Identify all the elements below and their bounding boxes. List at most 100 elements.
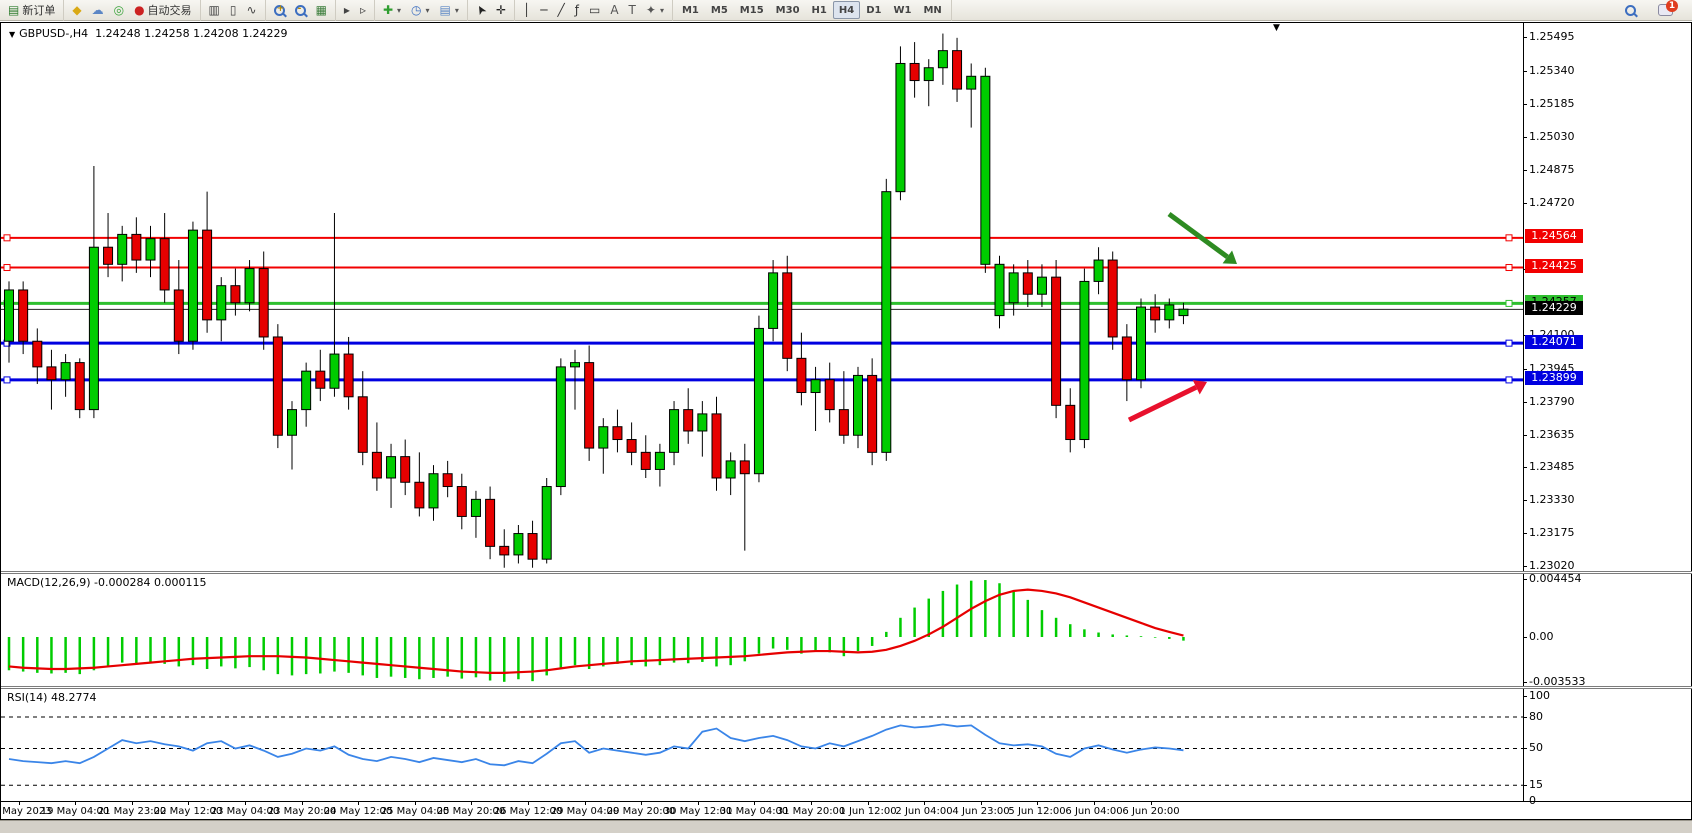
candle [612,409,623,453]
line-handle[interactable] [3,234,11,242]
zoom-out-button-icon: - [294,4,306,16]
timeframe-m5[interactable]: M5 [710,4,728,16]
time-tick-label: 22 May 12:00 [153,806,223,817]
periods-button[interactable]: ◷ ▾ [406,1,435,19]
time-tick-label: 31 May 20:00 [776,806,846,817]
sound-button[interactable]: ◎ [109,1,129,19]
time-tick-label: 24 May 12:00 [323,806,393,817]
candle [937,33,948,85]
fibonacci-button[interactable]: ƒ [570,1,584,19]
window-menu-icon[interactable]: ▼ [1273,23,1280,33]
sell-arrow[interactable] [1167,211,1237,264]
candle [258,251,269,350]
price-axis[interactable] [1523,23,1524,801]
label-button[interactable]: T [624,1,641,19]
auto-scroll-button[interactable]: ▸ [339,1,355,19]
chevron-down-icon[interactable]: ▾ [454,5,459,15]
candle [159,213,170,303]
time-tick-label: 4 Jun 23:00 [952,806,1010,817]
new-order-button-icon: ▤ [8,3,20,17]
candle [513,525,524,564]
indicators-button-icon: ✚ [382,3,394,17]
buy-arrow[interactable] [1127,380,1207,423]
macd-pane-splitter[interactable] [1,571,1692,574]
candle [966,63,977,128]
timeframe-m30[interactable]: M30 [775,4,800,16]
rsi-tick-label: 0 [1529,794,1536,807]
auto-scroll-button-icon: ▸ [343,3,350,17]
candle [46,349,57,410]
candle [244,260,255,312]
line-handle[interactable] [3,264,11,272]
bar-chart-button[interactable]: ▥ [204,1,225,19]
search-button[interactable] [1620,1,1641,19]
price-line-badge: 1.24425 [1525,259,1583,273]
templates-button[interactable]: ▤ ▾ [435,1,464,19]
zoom-out-button[interactable]: - [290,1,311,19]
timeframe-h4[interactable]: H4 [832,1,861,19]
candle [88,166,99,419]
channel-button[interactable]: ▭ [584,1,605,19]
chart-collapse-icon[interactable]: ▼ [9,30,16,39]
candle [768,260,779,342]
chevron-down-icon[interactable]: ▾ [659,5,664,15]
styles-button[interactable]: ◆ [67,1,86,19]
label-button-icon: T [628,3,636,17]
chat-button[interactable]: 1 [1653,0,1678,19]
line-handle[interactable] [1505,234,1513,242]
rsi-chart [1,716,1523,786]
candle [32,328,43,384]
candle [470,490,481,538]
chart-shift-button[interactable]: ▹ [355,1,371,19]
rsi-pane-splitter[interactable] [1,686,1692,689]
macd-chart [7,580,1185,682]
candlestick-chart-button[interactable]: ▯ [225,1,242,19]
tile-windows-button[interactable]: ▦ [311,1,332,19]
time-tick [132,801,133,805]
time-tick-label: 30 May 12:00 [663,806,733,817]
time-axis[interactable] [1,801,1692,802]
candle [1150,294,1161,333]
rsi-tick [1523,801,1527,802]
trendline-button[interactable]: ╱ [553,1,570,19]
crosshair-button[interactable]: ✛ [491,1,511,19]
timeframe-mn[interactable]: MN [923,4,942,16]
cursor-button[interactable]: ➤ [471,1,491,19]
price-tick [1523,533,1527,534]
data-window-button[interactable]: ☁ [87,1,109,19]
time-tick [1151,801,1152,805]
zoom-in-button[interactable]: + [269,1,290,19]
candle [555,358,566,496]
text-button[interactable]: A [605,1,623,19]
indicators-button[interactable]: ✚ ▾ [378,1,406,19]
line-handle[interactable] [1505,299,1513,307]
time-tick-label: 18 May 2023 [0,806,52,817]
timeframe-m15[interactable]: M15 [739,4,764,16]
candle [541,477,552,564]
line-handle[interactable] [1505,339,1513,347]
timeframe-group: M1 M5 M15 M30 H1 H4 D1 W1 MN [673,0,952,21]
timeframe-h1[interactable]: H1 [811,4,827,16]
candle [895,46,906,201]
candle [824,362,835,423]
macd-signal-line [8,588,1184,674]
timeframe-w1[interactable]: W1 [893,4,912,16]
timeframe-d1[interactable]: D1 [866,4,882,16]
autotrading-button[interactable]: ● 自动交易 [129,1,196,19]
line-chart-button[interactable]: ∿ [242,1,262,19]
price-tick [1523,500,1527,501]
time-tick [811,801,812,805]
shapes-button[interactable]: ✦ ▾ [641,1,669,19]
chevron-down-icon[interactable]: ▾ [425,5,430,15]
periods-button-icon: ◷ [411,3,422,17]
new-order-button[interactable]: ▤ 新订单 [3,1,60,19]
timeframe-m1[interactable]: M1 [681,4,699,16]
candle [626,422,637,466]
line-handle[interactable] [1505,376,1513,384]
time-tick [754,801,755,805]
line-handle[interactable] [1505,264,1513,272]
line-handle[interactable] [3,376,11,384]
horizontal-line-button[interactable]: ─ [535,1,552,19]
vertical-line-button[interactable]: │ [518,1,535,19]
chevron-down-icon[interactable]: ▾ [397,5,402,15]
